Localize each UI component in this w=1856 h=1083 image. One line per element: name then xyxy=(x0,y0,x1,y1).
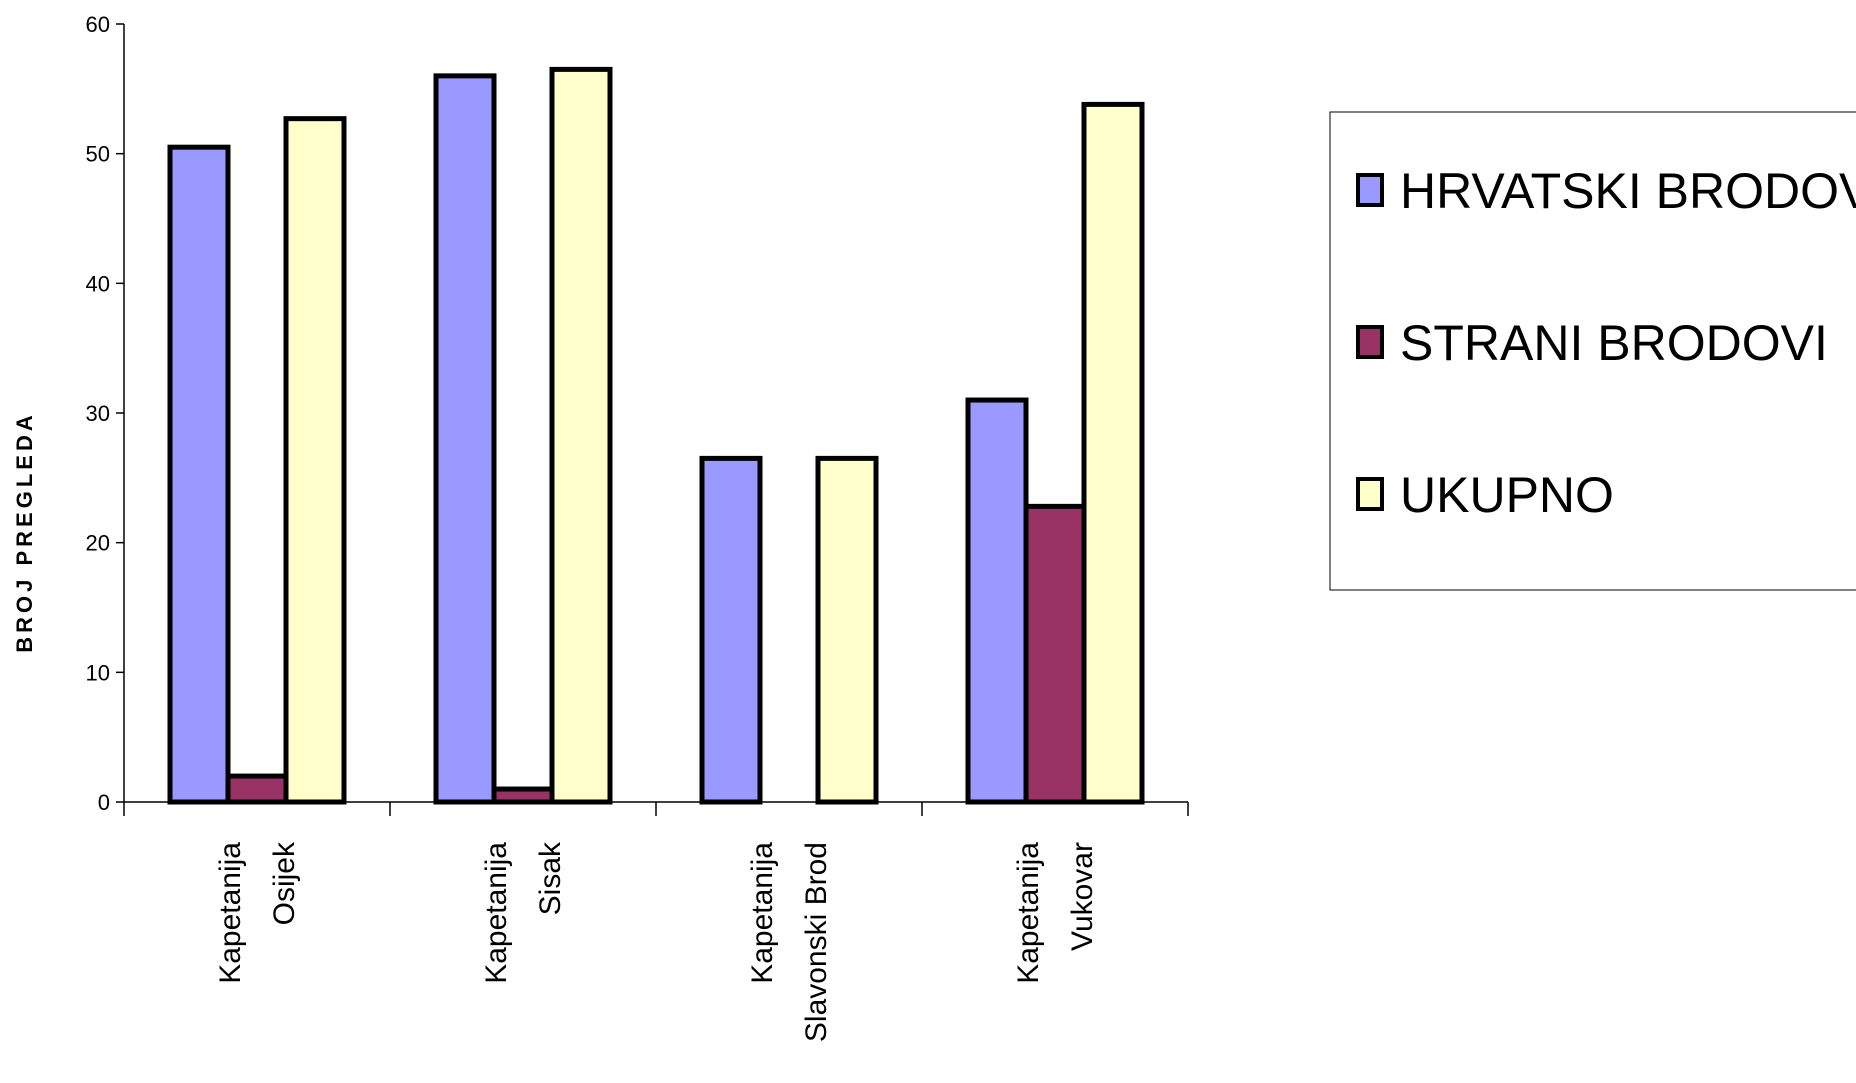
legend-label: STRANI BRODOVI xyxy=(1400,315,1828,371)
category-label: Kapetanija xyxy=(746,842,779,984)
bars xyxy=(167,66,1145,805)
bar xyxy=(225,773,289,805)
category-label: Kapetanija xyxy=(1012,842,1045,984)
category-label: Kapetanija xyxy=(214,842,247,984)
y-axis: 0 10 20 30 40 50 60 xyxy=(86,12,125,815)
y-tick-label: 40 xyxy=(86,271,110,296)
category-label: Sisak xyxy=(534,841,567,915)
category-label: Osijek xyxy=(268,841,301,925)
bar xyxy=(167,144,231,805)
category-label: Kapetanija xyxy=(480,842,513,984)
y-tick-label: 30 xyxy=(86,401,110,426)
y-axis-title: BROJ PREGLEDA xyxy=(12,411,37,652)
bar xyxy=(815,455,879,805)
legend: HRVATSKI BRODOVI STRANI BRODOVI UKUPNO xyxy=(1329,111,1856,591)
y-tick-label: 0 xyxy=(98,790,110,815)
legend-swatch xyxy=(1356,173,1384,207)
bar xyxy=(433,73,497,805)
bar xyxy=(1081,101,1145,805)
bar xyxy=(491,786,555,805)
legend-box xyxy=(1329,111,1856,591)
y-tick-label: 10 xyxy=(86,660,110,685)
legend-label: UKUPNO xyxy=(1400,467,1614,523)
legend-label: HRVATSKI BRODOVI xyxy=(1400,163,1856,219)
category-label: Vukovar xyxy=(1066,842,1099,951)
category-label: Slavonski Brod xyxy=(800,842,833,1042)
bar xyxy=(283,116,347,805)
y-tick-label: 50 xyxy=(86,142,110,167)
legend-swatch xyxy=(1356,325,1384,359)
bar xyxy=(1023,503,1087,805)
y-tick-label: 20 xyxy=(86,531,110,556)
category-labels: Kapetanija Osijek Kapetanija Sisak Kapetanij… xyxy=(214,841,1099,1042)
y-tick-label: 60 xyxy=(86,12,110,37)
bar xyxy=(549,66,613,805)
bar xyxy=(965,397,1029,805)
bar xyxy=(699,455,763,805)
legend-swatch xyxy=(1356,477,1384,511)
